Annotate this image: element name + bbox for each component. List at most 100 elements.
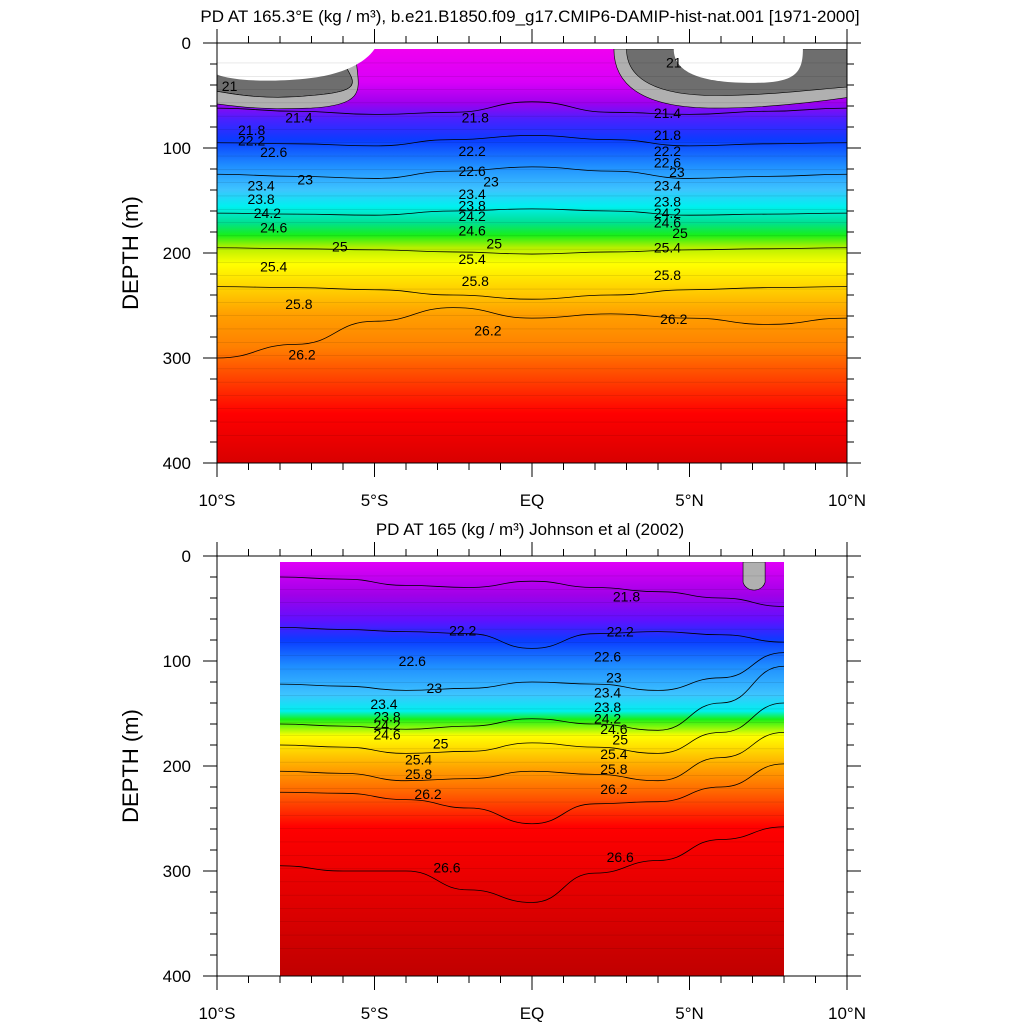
contour-label: 23.8 xyxy=(247,191,274,207)
contour-label: 25.4 xyxy=(459,251,486,267)
x-tick-label: 10°S xyxy=(198,491,235,510)
contour-label: 21.8 xyxy=(613,589,640,605)
contour-field-bottom: 21.822.2 22.222.6 22.6232323.423.423.823.8… xyxy=(217,556,847,976)
axes-top: 0 100 200 300 400 10°S 5°S EQ 5°N 10°N xyxy=(163,29,866,510)
contour-label: 23.4 xyxy=(459,186,486,202)
contour-label: 25 xyxy=(612,732,628,748)
no-data-region xyxy=(217,49,375,81)
no-data-region xyxy=(217,43,847,49)
y-tick-label: 100 xyxy=(163,139,191,158)
contour-label: 23.4 xyxy=(370,696,397,712)
contour-label: 24.6 xyxy=(373,726,400,742)
contour-label: 21.4 xyxy=(654,105,681,121)
contour-label: 23 xyxy=(669,164,685,180)
contour-label: 22.2 xyxy=(238,132,265,148)
contour-label: 23.4 xyxy=(654,178,681,194)
isopycnal-contour xyxy=(279,702,785,754)
contour-label: 23.4 xyxy=(247,178,274,194)
isopycnal-contour xyxy=(217,101,847,115)
isopycnal-contour xyxy=(217,286,847,300)
isopycnal-contour xyxy=(279,652,785,691)
contour-label: 25 xyxy=(433,736,449,752)
contour-label: 26.2 xyxy=(288,347,315,363)
y-tick-label: 200 xyxy=(163,244,191,263)
contour-label: 25.8 xyxy=(462,273,489,289)
contour-label: 23.4 xyxy=(594,684,621,700)
x-tick-label: 10°N xyxy=(828,491,866,510)
chart-title-bottom: PD AT 165 (kg / m³) Johnson et al (2002) xyxy=(376,520,684,539)
contour-label: 26.6 xyxy=(433,860,460,876)
contour-label: 23.8 xyxy=(594,699,621,715)
contour-label: 24.2 xyxy=(254,205,281,221)
x-tick-label: 5°S xyxy=(361,1004,389,1023)
no-data-region xyxy=(217,556,847,562)
density-fill xyxy=(280,562,784,976)
chart-title-top: PD AT 165.3°E (kg / m³), b.e21.B1850.f09… xyxy=(200,7,859,26)
density-fill xyxy=(217,49,847,463)
y-axis-label-top: DEPTH (m) xyxy=(118,196,143,310)
contour-label: 25.4 xyxy=(405,751,432,767)
contour-label: 25.8 xyxy=(600,761,627,777)
contour-label: 26.6 xyxy=(607,849,634,865)
y-tick-label: 400 xyxy=(163,967,191,986)
contour-field-top: 2121.421.822.222.62323.423.824.224.62525… xyxy=(217,43,847,463)
contour-label: 24.2 xyxy=(654,205,681,221)
y-tick-label: 0 xyxy=(182,34,191,53)
contour-label: 22.6 xyxy=(594,649,621,665)
contour-label: 25.4 xyxy=(600,746,627,762)
isopycnal-contour xyxy=(279,665,785,731)
contour-label: 24.6 xyxy=(459,223,486,239)
contour-label: 21 xyxy=(222,78,238,94)
axes-bottom: 0 100 200 300 400 10°S 5°S EQ 5°N 10°N xyxy=(163,542,866,1023)
contour-label: 24.6 xyxy=(654,214,681,230)
x-tick-label: 5°N xyxy=(675,1004,704,1023)
contour-label: 22.2 xyxy=(654,143,681,159)
contour-label: 24.2 xyxy=(373,717,400,733)
isopycnal-contour xyxy=(217,307,847,359)
panel-top: 2121.421.822.222.62323.423.824.224.62525… xyxy=(118,7,866,510)
x-tick-label: 5°N xyxy=(675,491,704,510)
x-tick-label: EQ xyxy=(520,1004,545,1023)
contour-label: 25.4 xyxy=(654,240,681,256)
contour-label: 26.2 xyxy=(414,786,441,802)
isopycnal-contour xyxy=(279,763,785,825)
contour-label: 25.8 xyxy=(285,296,312,312)
x-tick-label: 10°S xyxy=(198,1004,235,1023)
contour-label: 22.2 xyxy=(459,143,486,159)
contour-label: 22.2 xyxy=(607,623,634,639)
x-tick-label: 10°N xyxy=(828,1004,866,1023)
contour-label: 22.6 xyxy=(459,163,486,179)
isopycnal-contour xyxy=(279,732,785,782)
panel-bottom: 21.822.2 22.222.6 22.6232323.423.423.823.8… xyxy=(118,520,866,1023)
contour-label: 25 xyxy=(486,235,502,251)
contour-label: 23 xyxy=(427,680,443,696)
isopycnal-contour xyxy=(279,627,785,649)
no-data-region xyxy=(673,49,803,83)
contour-label: 24.6 xyxy=(600,721,627,737)
isopycnal-contour xyxy=(279,826,785,903)
contour-label: 22.6 xyxy=(654,154,681,170)
contour-label: 22.6 xyxy=(260,144,287,160)
x-tick-label: 5°S xyxy=(361,491,389,510)
y-tick-label: 100 xyxy=(163,652,191,671)
contour-label: 24.2 xyxy=(594,711,621,727)
y-tick-label: 200 xyxy=(163,757,191,776)
contour-label: 22.6 xyxy=(399,653,426,669)
surface-mid-density-region xyxy=(742,561,766,591)
y-tick-label: 300 xyxy=(163,349,191,368)
contour-label: 23.8 xyxy=(654,193,681,209)
contour-label: 24.6 xyxy=(260,220,287,236)
y-tick-label: 400 xyxy=(163,454,191,473)
contour-label: 21.8 xyxy=(238,122,265,138)
contour-label: 21.4 xyxy=(285,109,312,125)
contour-label: 23 xyxy=(606,670,622,686)
contour-label: 25 xyxy=(332,238,348,254)
contour-label: 23 xyxy=(483,173,499,189)
contour-label: 23.8 xyxy=(373,708,400,724)
contour-label: 25 xyxy=(672,225,688,241)
contour-label: 26.2 xyxy=(474,322,501,338)
contour-label: 21 xyxy=(666,55,682,71)
isopycnal-contour xyxy=(217,134,847,147)
contour-label: 23 xyxy=(297,171,313,187)
